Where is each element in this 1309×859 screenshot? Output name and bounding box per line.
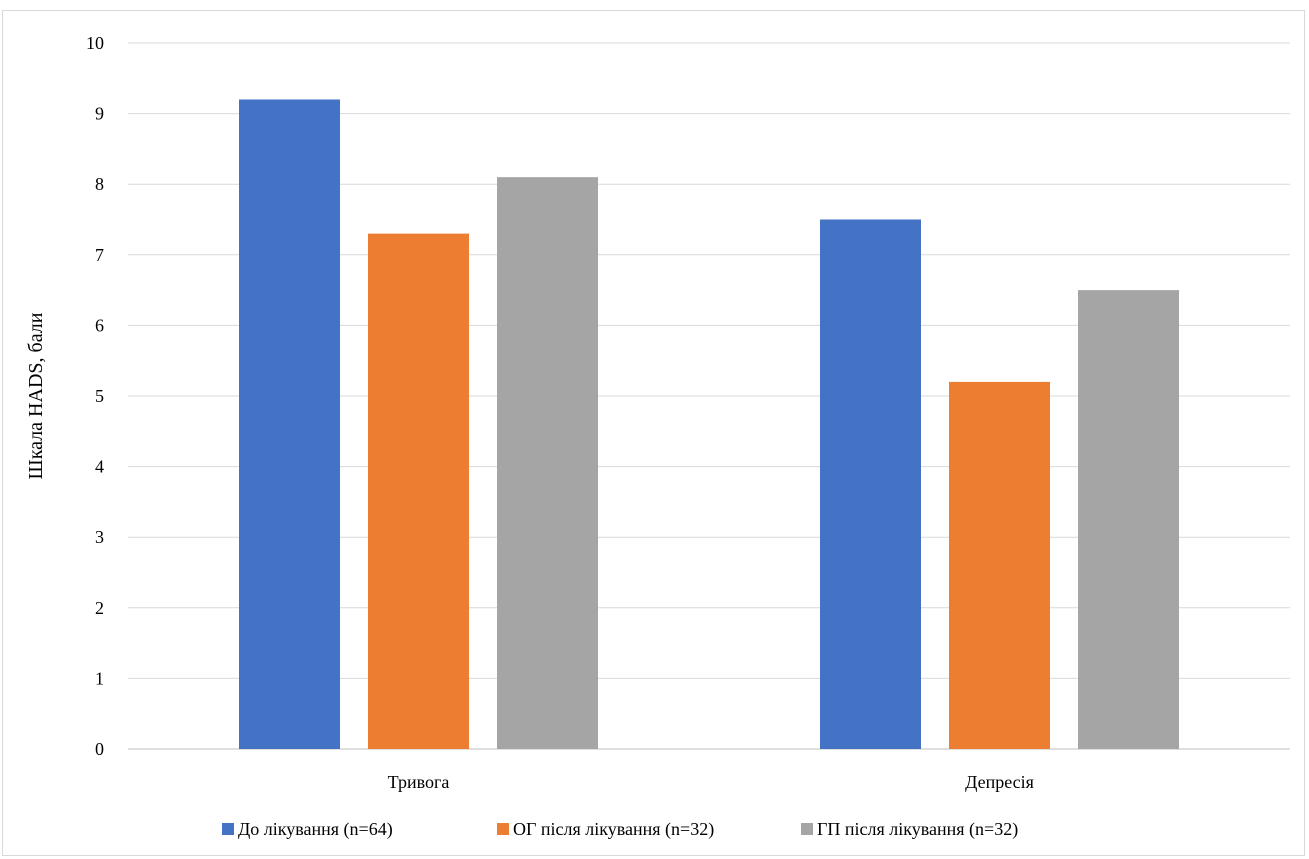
legend-label: ОГ після лікування (n=32) <box>513 819 714 840</box>
legend-swatch <box>222 823 234 835</box>
y-axis-label: Шкала HADS, бали <box>25 312 47 479</box>
y-tick-label: 5 <box>95 386 104 406</box>
bar-2-1 <box>820 219 921 749</box>
y-tick-label: 9 <box>95 104 104 124</box>
y-axis-ticks: 0 1 2 3 4 5 6 7 8 9 10 <box>86 33 104 759</box>
x-category-label: Депресія <box>965 772 1034 792</box>
bar-1-1 <box>239 99 340 750</box>
y-tick-label: 0 <box>95 739 104 759</box>
x-category-label: Тривога <box>388 772 450 792</box>
legend-label: ГП після лікування (n=32) <box>817 819 1018 840</box>
y-tick-label: 2 <box>95 598 104 618</box>
legend: До лікування (n=64) ОГ після лікування (n… <box>222 819 1018 840</box>
bar-2-3 <box>1078 290 1179 749</box>
bar-1-2 <box>368 233 469 749</box>
bar-1-3 <box>497 177 598 749</box>
bars <box>239 99 1179 750</box>
y-tick-label: 3 <box>95 527 104 547</box>
y-tick-label: 6 <box>95 315 104 335</box>
legend-label: До лікування (n=64) <box>238 819 393 840</box>
legend-swatch <box>801 823 813 835</box>
legend-swatch <box>497 823 509 835</box>
y-tick-label: 1 <box>95 668 104 688</box>
y-tick-label: 8 <box>95 174 104 194</box>
x-axis-categories: Тривога Депресія <box>388 772 1034 792</box>
y-tick-label: 10 <box>86 33 104 53</box>
bar-2-2 <box>949 381 1050 749</box>
y-tick-label: 4 <box>95 457 104 477</box>
y-tick-label: 7 <box>95 245 104 265</box>
